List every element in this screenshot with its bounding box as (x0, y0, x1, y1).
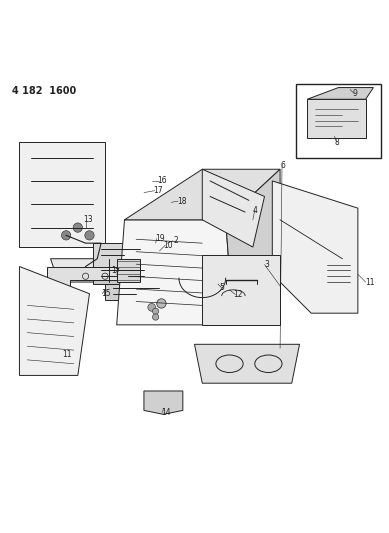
Text: 6: 6 (280, 161, 285, 170)
Text: 11: 11 (366, 278, 375, 287)
Circle shape (61, 231, 71, 240)
Polygon shape (144, 391, 183, 414)
Text: 15: 15 (101, 289, 111, 298)
Polygon shape (117, 259, 140, 282)
Polygon shape (117, 220, 233, 325)
Polygon shape (272, 181, 358, 313)
Text: 19: 19 (156, 234, 165, 243)
Circle shape (152, 314, 159, 320)
Text: 4 182  1600: 4 182 1600 (12, 86, 76, 95)
Polygon shape (47, 266, 124, 290)
Text: 9: 9 (352, 89, 357, 98)
Circle shape (73, 223, 82, 232)
Polygon shape (105, 284, 167, 300)
Polygon shape (307, 99, 366, 138)
Text: 1: 1 (111, 266, 116, 275)
Polygon shape (307, 87, 373, 99)
Text: 10: 10 (163, 240, 173, 249)
Text: 12: 12 (233, 290, 243, 299)
Text: 14: 14 (161, 408, 171, 417)
Polygon shape (93, 266, 152, 284)
Text: 11: 11 (62, 350, 72, 359)
Polygon shape (194, 344, 300, 383)
Polygon shape (51, 259, 156, 282)
Polygon shape (202, 169, 265, 247)
Polygon shape (124, 169, 280, 220)
Circle shape (157, 299, 166, 308)
Polygon shape (93, 243, 148, 266)
Polygon shape (19, 142, 105, 247)
Text: 7: 7 (115, 268, 120, 277)
Text: 8: 8 (335, 138, 339, 147)
Text: 16: 16 (158, 176, 167, 185)
Bar (296, 84, 381, 158)
Circle shape (152, 308, 159, 314)
Text: 4: 4 (253, 206, 258, 215)
Text: 2: 2 (173, 236, 178, 245)
Text: 3: 3 (265, 260, 270, 269)
Polygon shape (202, 255, 280, 325)
Circle shape (148, 303, 156, 311)
Text: 13: 13 (84, 215, 93, 224)
Text: 5: 5 (220, 284, 225, 293)
Polygon shape (19, 266, 89, 375)
Text: 18: 18 (177, 197, 186, 206)
Circle shape (85, 231, 94, 240)
Text: 17: 17 (154, 186, 163, 195)
Polygon shape (226, 169, 280, 325)
